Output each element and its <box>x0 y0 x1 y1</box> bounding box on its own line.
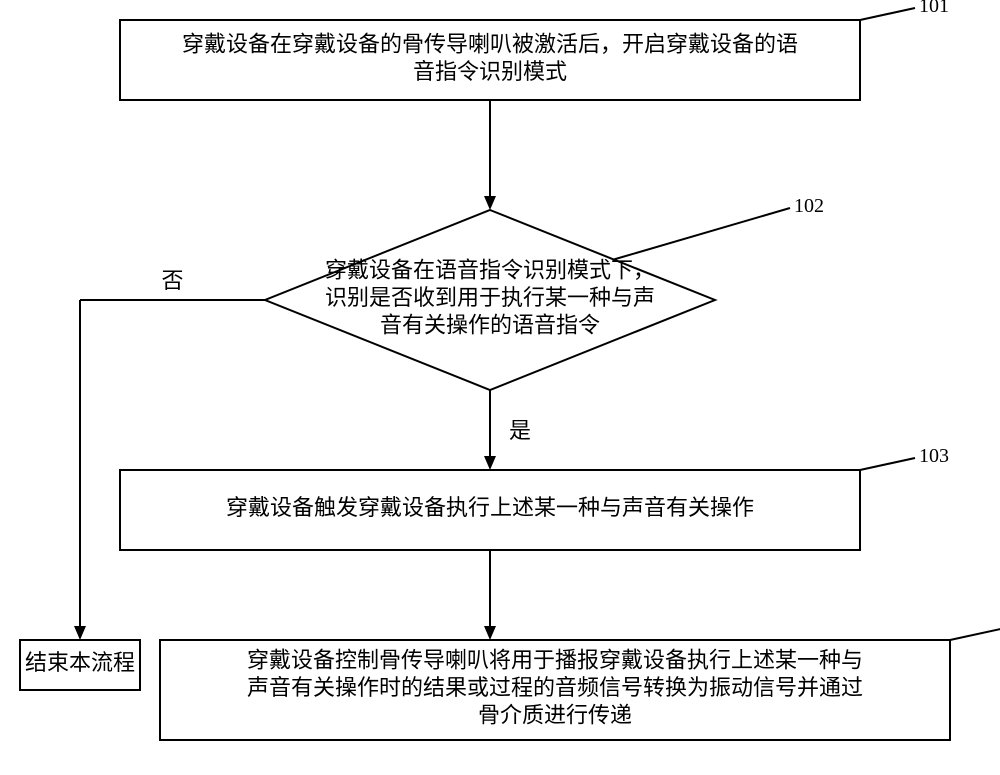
svg-text:穿戴设备在穿戴设备的骨传导喇叭被激活后，开启穿戴设备的语: 穿戴设备在穿戴设备的骨传导喇叭被激活后，开启穿戴设备的语 <box>182 31 798 56</box>
step-label-103: 103 <box>919 445 949 467</box>
step-label-102: 102 <box>794 195 824 217</box>
step-label-101: 101 <box>919 0 949 17</box>
svg-text:结束本流程: 结束本流程 <box>25 650 135 675</box>
svg-text:音有关操作的语音指令: 音有关操作的语音指令 <box>380 313 600 338</box>
svg-text:穿戴设备控制骨传导喇叭将用于播报穿戴设备执行上述某一种与: 穿戴设备控制骨传导喇叭将用于播报穿戴设备执行上述某一种与 <box>247 648 863 673</box>
svg-text:音指令识别模式: 音指令识别模式 <box>413 59 567 84</box>
svg-text:穿戴设备在语音指令识别模式下，: 穿戴设备在语音指令识别模式下， <box>325 258 655 283</box>
svg-text:声音有关操作时的结果或过程的音频信号转换为振动信号并通过: 声音有关操作时的结果或过程的音频信号转换为振动信号并通过 <box>247 675 863 700</box>
svg-text:穿戴设备触发穿戴设备执行上述某一种与声音有关操作: 穿戴设备触发穿戴设备执行上述某一种与声音有关操作 <box>226 495 754 520</box>
flowchart-diagram: 穿戴设备在穿戴设备的骨传导喇叭被激活后，开启穿戴设备的语音指令识别模式 101 穿戴… <box>0 0 1000 775</box>
svg-text:骨介质进行传递: 骨介质进行传递 <box>478 703 632 728</box>
svg-text:识别是否收到用于执行某一种与声: 识别是否收到用于执行某一种与声 <box>325 285 655 310</box>
edge-label-yes: 是 <box>509 418 531 443</box>
edge-label-no: 否 <box>161 268 183 293</box>
